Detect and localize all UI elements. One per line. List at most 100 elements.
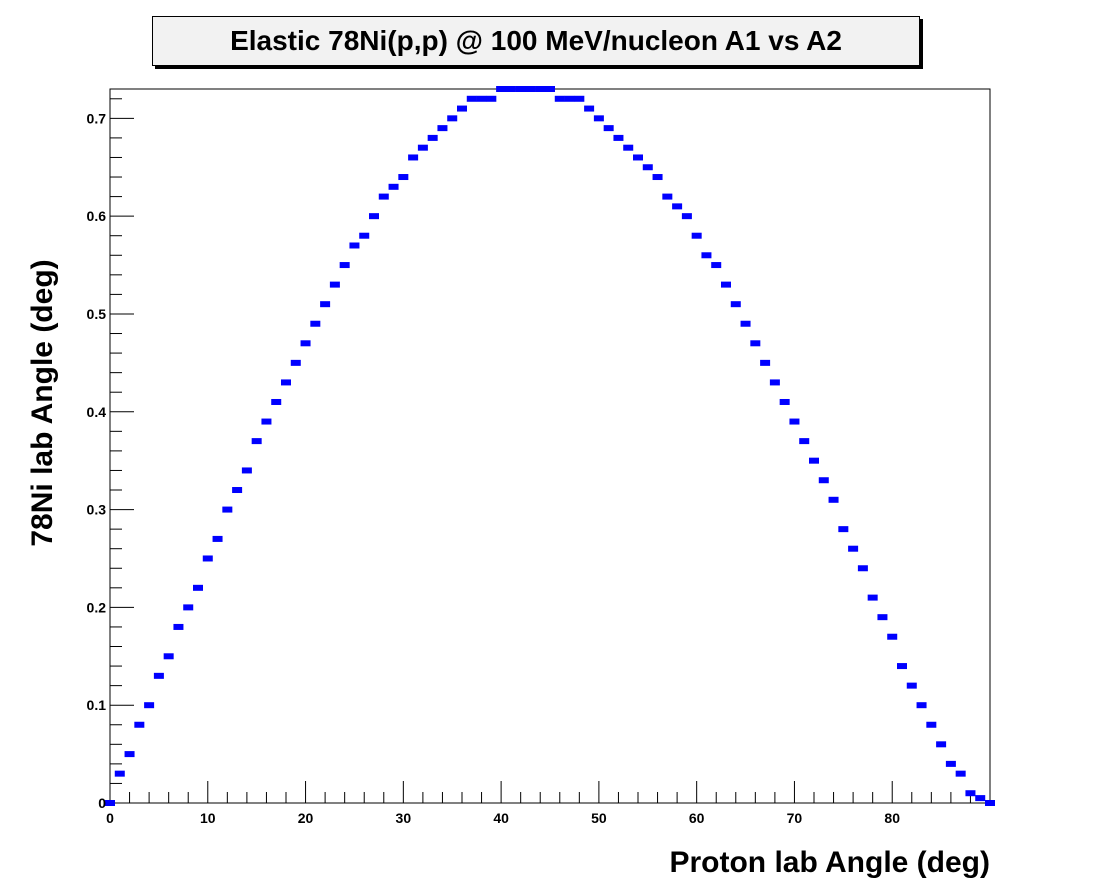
data-point [936, 741, 947, 748]
y-tick-label: 0.6 [87, 208, 107, 224]
data-point [965, 790, 976, 797]
data-point [388, 183, 399, 190]
data-point [378, 193, 389, 200]
data-point [535, 86, 546, 92]
data-point [769, 379, 780, 386]
data-point [359, 232, 370, 239]
data-point [545, 86, 555, 92]
data-point [105, 800, 115, 806]
data-point [281, 379, 291, 386]
data-point [496, 86, 507, 92]
data-point [623, 144, 634, 151]
data-point [809, 457, 819, 464]
data-point [339, 262, 350, 269]
x-tick-label: 20 [298, 810, 314, 826]
data-point [779, 398, 790, 405]
data-point [760, 359, 771, 366]
data-point [114, 770, 125, 777]
x-tick-label: 30 [396, 810, 412, 826]
data-point [300, 340, 311, 347]
data-point [144, 702, 155, 709]
data-point [153, 672, 164, 679]
y-tick-label: 0 [98, 795, 106, 811]
data-point [241, 467, 252, 474]
y-tick-label: 0.3 [87, 502, 107, 518]
data-point [818, 477, 829, 484]
data-point [681, 213, 692, 220]
x-tick-label: 70 [787, 810, 803, 826]
y-tick-label: 0.4 [87, 404, 107, 420]
data-point [633, 154, 643, 161]
data-point [916, 702, 927, 709]
data-point [476, 95, 487, 102]
data-point [486, 95, 497, 102]
data-point [662, 193, 673, 200]
data-point [271, 398, 282, 405]
x-tick-label: 80 [884, 810, 900, 826]
data-point [799, 438, 810, 445]
data-point [652, 174, 663, 181]
data-point [408, 154, 419, 161]
data-point [554, 95, 565, 102]
data-point [212, 535, 223, 542]
data-markers [105, 86, 995, 806]
data-point [369, 213, 379, 220]
data-point [897, 663, 907, 670]
data-point [613, 134, 624, 141]
data-point [642, 164, 653, 171]
data-point [437, 125, 448, 132]
data-point [310, 320, 321, 327]
x-tick-label: 50 [591, 810, 607, 826]
data-point [427, 134, 438, 141]
y-tick-label: 0.1 [87, 697, 107, 713]
data-point [789, 418, 800, 425]
data-point [417, 144, 428, 151]
data-point [867, 594, 878, 601]
y-tick-label: 0.7 [87, 110, 107, 126]
x-tick-label: 40 [493, 810, 509, 826]
data-point [183, 604, 194, 611]
y-axis-title: 78Ni lab Angle (deg) [26, 259, 59, 546]
y-tick-label: 0.2 [87, 599, 107, 615]
data-point [906, 682, 917, 689]
data-point [857, 565, 868, 572]
data-point [877, 614, 888, 621]
data-point [838, 526, 849, 533]
data-point [261, 418, 272, 425]
data-point [193, 584, 203, 591]
data-point [603, 125, 614, 132]
data-point [985, 800, 995, 806]
data-point [926, 721, 937, 728]
data-point [887, 633, 898, 640]
data-point [740, 320, 751, 327]
data-point [975, 795, 986, 802]
data-point [320, 301, 331, 308]
data-point [730, 301, 741, 308]
data-point [515, 86, 526, 92]
data-point [134, 721, 145, 728]
data-point [290, 359, 301, 366]
data-point [124, 751, 135, 758]
axis-ticks [109, 98, 991, 804]
chart-title: Elastic 78Ni(p,p) @ 100 MeV/nucleon A1 v… [152, 16, 920, 66]
data-point [525, 86, 536, 92]
tick-labels: 0 10 20 30 40 50 60 70 80 0 0.1 0.2 0.3 0.4 0.5 0.6 0.7 [87, 110, 901, 826]
data-point [457, 105, 467, 112]
data-point [505, 86, 516, 92]
data-point [202, 555, 213, 562]
data-point [584, 105, 595, 112]
data-point [750, 340, 761, 347]
data-point [828, 496, 839, 503]
data-point [848, 545, 859, 552]
data-point [593, 115, 604, 122]
data-point [564, 95, 575, 102]
data-point [711, 262, 722, 269]
data-point [955, 770, 966, 777]
data-point [398, 174, 409, 181]
data-point [721, 281, 731, 288]
data-point [251, 438, 262, 445]
data-point [349, 242, 360, 249]
data-point [232, 487, 243, 494]
data-point [329, 281, 340, 288]
